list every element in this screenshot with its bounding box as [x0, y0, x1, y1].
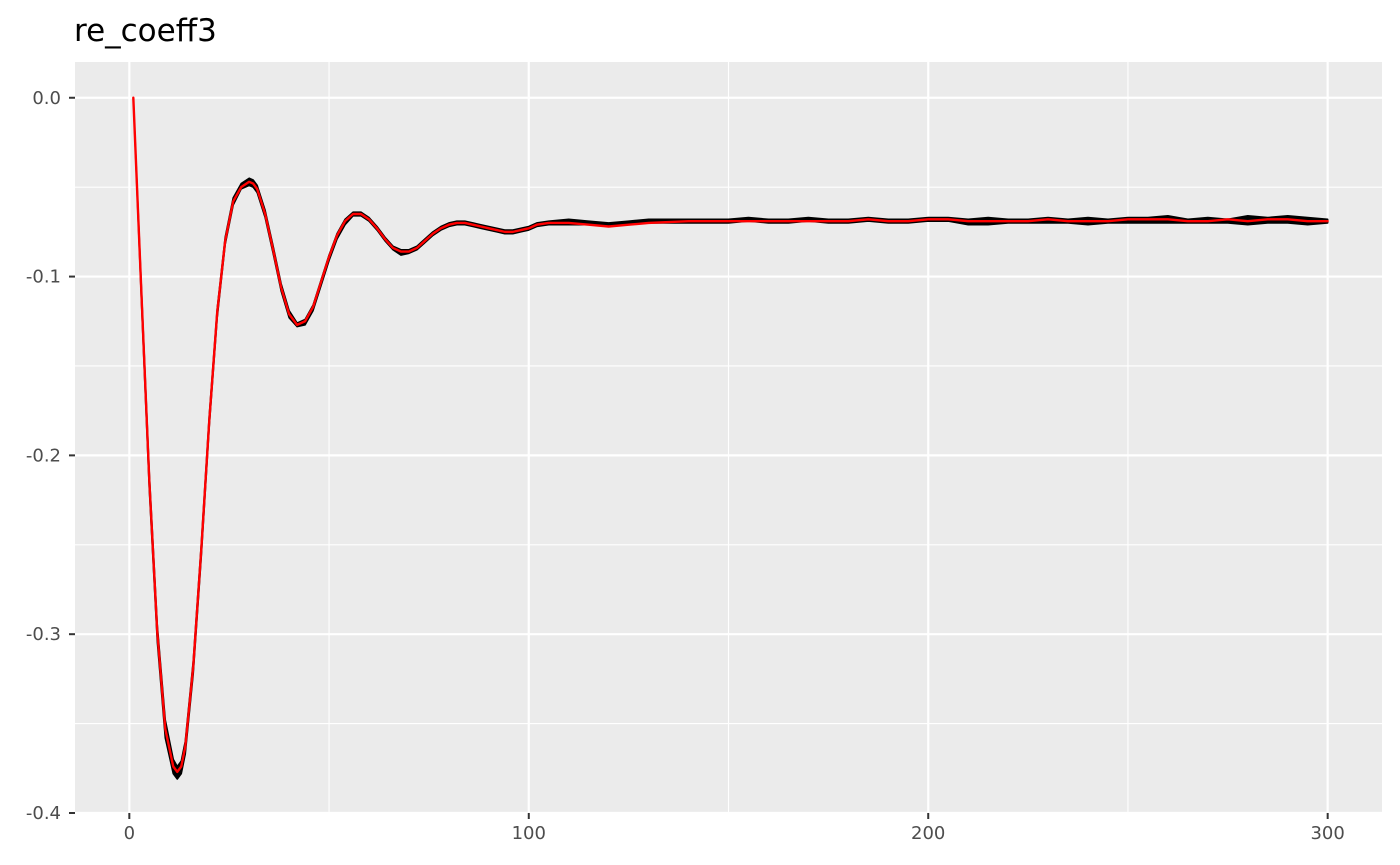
x-tick-label: 100	[512, 823, 546, 844]
y-tick-label: -0.1	[26, 267, 61, 288]
series-line	[132, 96, 1329, 774]
x-tick-label: 200	[911, 823, 945, 844]
chart-title: re_coeff3	[74, 13, 217, 49]
y-tick-label: -0.2	[26, 445, 61, 466]
x-tick-label: 300	[1310, 823, 1344, 844]
x-tick-label: 0	[124, 823, 135, 844]
major-grid	[75, 62, 1382, 815]
y-axis: 0.0 -0.1 -0.2 -0.3 -0.4	[26, 88, 75, 824]
y-tick-label: -0.3	[26, 624, 61, 645]
minor-grid	[75, 62, 1382, 813]
y-tick-label: -0.4	[26, 803, 61, 824]
series-layer	[132, 96, 1329, 780]
y-tick-label: 0.0	[32, 88, 61, 109]
x-axis: 0 100 200 300	[124, 813, 1345, 844]
